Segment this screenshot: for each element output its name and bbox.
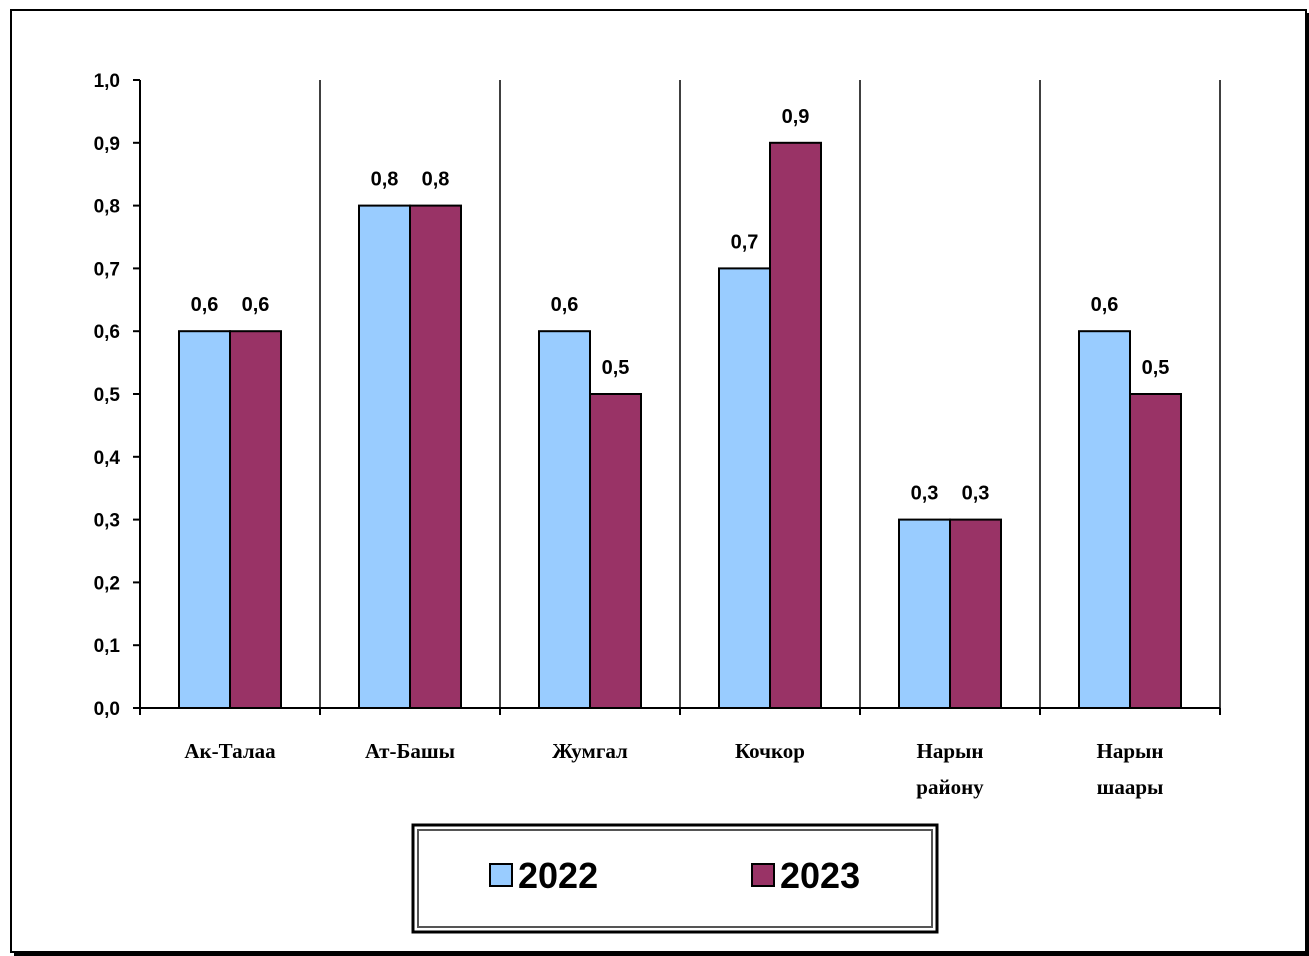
y-tick-label: 0,9: [94, 134, 120, 155]
y-tick-label: 0,3: [94, 511, 120, 532]
data-label-2023: 0,3: [962, 483, 990, 505]
data-label-2022: 0,6: [191, 294, 219, 316]
data-label-2023: 0,8: [422, 169, 450, 191]
bar-2023: [949, 518, 1002, 709]
bar-2022: [898, 518, 951, 709]
legend-swatch-2023: [751, 863, 775, 887]
y-tick-label: 0,8: [94, 197, 120, 218]
bar-2022: [178, 330, 231, 709]
bar-2022: [1078, 330, 1131, 709]
y-tick-label: 0,0: [94, 699, 120, 720]
bar-2022: [718, 267, 771, 709]
data-label-2022: 0,6: [1091, 294, 1119, 316]
bar-2023: [409, 204, 462, 709]
bar-2022: [538, 330, 591, 709]
bar-2023: [589, 393, 642, 709]
legend-inner-border: [417, 829, 933, 928]
category-label: Нарын: [1096, 739, 1163, 763]
bar-2022: [358, 204, 411, 709]
y-tick-label: 0,5: [94, 385, 121, 406]
y-tick-label: 0,7: [94, 259, 120, 280]
bar-2023: [769, 141, 822, 710]
data-label-2022: 0,8: [371, 169, 399, 191]
data-label-2022: 0,7: [731, 231, 759, 253]
data-label-2023: 0,5: [602, 357, 630, 379]
legend-label-2023: 2023: [780, 855, 860, 896]
category-label: Кочкор: [735, 739, 805, 763]
category-label: Жумгал: [552, 739, 628, 763]
data-label-2023: 0,6: [242, 294, 270, 316]
data-label-2022: 0,3: [911, 483, 939, 505]
category-label: Ак-Талаа: [184, 739, 276, 763]
category-label: району: [916, 775, 984, 799]
bar-2023: [1129, 393, 1182, 709]
category-label: Ат-Башы: [365, 739, 455, 763]
data-label-2023: 0,5: [1142, 357, 1170, 379]
legend-swatch-2022: [489, 863, 513, 887]
y-tick-label: 0,1: [94, 636, 121, 657]
category-label: шаары: [1097, 775, 1164, 799]
y-tick-label: 0,4: [94, 448, 121, 469]
category-label: Нарын: [916, 739, 983, 763]
y-tick-label: 0,6: [94, 322, 120, 343]
y-tick-label: 1,0: [94, 71, 120, 92]
y-tick-label: 0,2: [94, 573, 120, 594]
data-label-2023: 0,9: [782, 106, 810, 128]
data-label-2022: 0,6: [551, 294, 579, 316]
bar-2023: [229, 330, 282, 709]
legend-label-2022: 2022: [518, 855, 598, 896]
